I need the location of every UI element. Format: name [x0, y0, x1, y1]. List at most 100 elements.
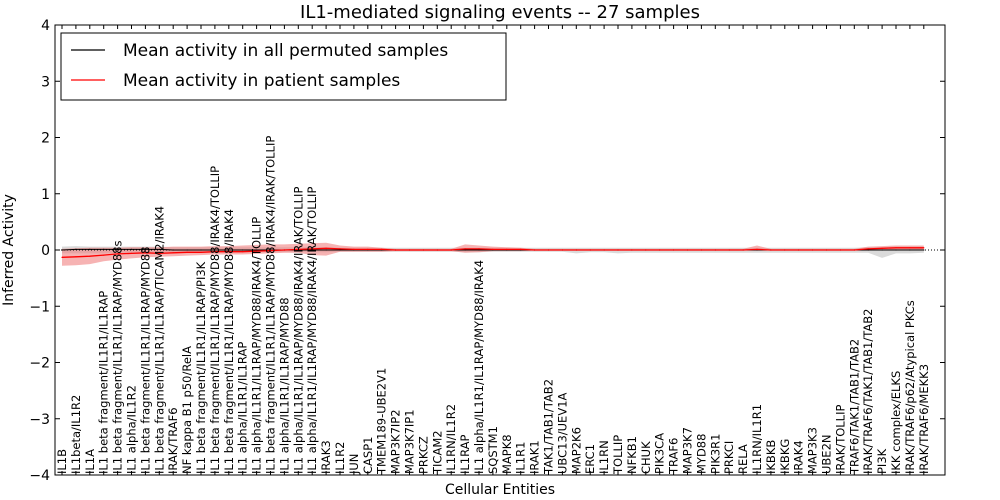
permuted-mean-point — [172, 249, 174, 251]
y-tick-label: 3 — [41, 74, 50, 90]
patient-mean-point — [367, 248, 369, 250]
x-category-label: IL1 alpha/IL1R1/IL1RAP/MYD88 — [277, 297, 291, 474]
permuted-mean-point — [895, 249, 897, 251]
confidence-bands — [55, 242, 945, 266]
patient-mean-point — [561, 249, 564, 251]
x-category-label: IL1 beta fragment/IL1R1/IL1RAP/MYD88 — [138, 247, 152, 474]
patient-mean-point — [923, 247, 925, 249]
permuted-mean-point — [228, 249, 230, 251]
y-tick-label: 4 — [41, 18, 50, 34]
patient-mean-point — [825, 249, 828, 251]
patient-mean-point — [158, 252, 160, 254]
permuted-mean-point — [867, 249, 869, 251]
patient-mean-point — [617, 249, 619, 251]
patient-mean-point — [353, 248, 355, 250]
patient-mean-point — [408, 249, 411, 251]
x-category-label: IL1 beta fragment/IL1R1/IL1RAP/MYD88s — [111, 241, 125, 474]
x-category-label: IL1 beta fragment/IL1R1/IL1RAP/MYD88/IRA… — [208, 166, 222, 474]
patient-mean-point — [228, 251, 230, 253]
patient-mean-point — [325, 247, 327, 249]
permuted-mean-point — [256, 249, 258, 251]
x-category-label: TOLLIP — [611, 435, 625, 475]
x-category-label: PIK3R1 — [708, 434, 722, 475]
patient-mean-point — [839, 249, 842, 251]
x-category-label: IRAK/TRAF6/p62/Atypical PKCs — [903, 300, 917, 474]
patient-mean-point — [61, 256, 63, 258]
patient-mean-point — [645, 249, 647, 251]
x-category-label: TMEM189-UBE2V1 — [375, 368, 389, 475]
x-category-label: JUN — [347, 454, 361, 475]
legend-permuted-label: Mean activity in all permuted samples — [123, 41, 448, 61]
patient-mean-point — [269, 250, 272, 252]
patient-mean-point — [575, 249, 577, 251]
x-category-label: IKBKB — [764, 440, 778, 474]
x-category-label: IL1 alpha/IL1R1/IL1RAP — [236, 342, 250, 474]
patient-mean-point — [75, 256, 77, 258]
patient-mean-point — [464, 248, 466, 250]
x-category-label: MAP3K7IP2 — [389, 409, 403, 474]
x-category-label: SQSTM1 — [486, 426, 500, 474]
permuted-mean-point — [103, 248, 105, 250]
permuted-mean-point — [909, 249, 911, 251]
permuted-mean-point — [158, 248, 160, 250]
x-category-label: IL1 alpha/IL1R2 — [125, 385, 139, 474]
permuted-mean-point — [61, 249, 63, 251]
x-axis-label: Cellular Entities — [445, 482, 555, 498]
legend: Mean activity in all permuted samples Me… — [60, 32, 507, 101]
patient-mean-point — [200, 251, 202, 253]
patient-mean-point — [798, 249, 800, 251]
patient-mean-point — [853, 249, 855, 251]
patient-mean-point — [867, 248, 869, 250]
y-axis: 4 3 2 1 0 −1 −2 −3 −4 — [29, 18, 945, 484]
x-category-label: MAPK8 — [500, 434, 514, 474]
patient-mean-point — [506, 248, 508, 250]
patient-mean-point — [311, 248, 313, 250]
x-category-label: PIK3CA — [653, 433, 667, 474]
patient-mean-point — [673, 249, 675, 251]
patient-mean-point — [534, 249, 536, 251]
permuted-mean-point — [881, 249, 883, 251]
patient-mean-point — [686, 249, 689, 251]
x-category-label: PRKCZ — [416, 436, 430, 474]
x-category-label: IRAK3 — [319, 440, 333, 474]
patient-mean-point — [283, 249, 285, 251]
y-tick-label: −2 — [29, 356, 50, 372]
x-category-label: UBC13/UEV1A — [555, 392, 569, 474]
x-category-label: IL1 alpha/IL1R1/IL1RAP/MYD88/IRAK4 — [472, 260, 486, 474]
x-category-label: NFKB1 — [625, 436, 639, 474]
patient-mean-point — [714, 249, 716, 251]
permuted-mean-point — [923, 249, 925, 251]
y-tick-label: −1 — [29, 299, 50, 315]
patient-mean-point — [130, 252, 133, 254]
patient-mean-point — [117, 253, 119, 255]
x-category-label: IL1RAP — [458, 434, 472, 474]
patient-mean-point — [214, 251, 216, 253]
patient-mean-point — [186, 251, 188, 253]
y-axis-label: Inferred Activity — [1, 194, 17, 306]
patient-mean-point — [589, 249, 591, 251]
x-category-label: TRAF6 — [667, 438, 681, 475]
patient-mean-point — [89, 255, 91, 257]
x-category-label: IL1B — [55, 449, 69, 474]
patient-mean-point — [144, 252, 146, 254]
x-category-label: IL1 alpha/IL1R1/IL1RAP/MYD88/IRAK4/IRAK/… — [305, 187, 319, 474]
x-category-label: IL1 beta fragment/IL1R1/IL1RAP/MYD88/IRA… — [222, 209, 236, 474]
patient-mean-point — [478, 248, 480, 250]
patient-mean-point — [172, 252, 174, 254]
patient-mean-point — [450, 249, 452, 251]
patient-mean-point — [742, 249, 744, 251]
patient-mean-point — [256, 250, 258, 252]
permuted-mean-point — [214, 249, 216, 251]
y-tick-label: 2 — [41, 131, 50, 147]
patient-mean-point — [381, 248, 383, 250]
x-category-label: IKBKG — [778, 439, 792, 474]
x-category-label: TAK1/TAB1/TAB2 — [542, 379, 556, 475]
permuted-mean-point — [117, 248, 119, 250]
x-category-label: IL1 alpha/IL1R1/IL1RAP/MYD88/IRAK4/IRAK/… — [291, 187, 305, 474]
x-axis: IL1B IL1beta/IL1R2 IL1A IL1 beta fragment/I… — [55, 25, 931, 475]
x-category-label: UBE2N — [820, 435, 834, 475]
patient-mean-point — [756, 248, 758, 250]
permuted-mean-point — [478, 249, 480, 251]
x-category-label: IL1RN/IL1R2 — [444, 404, 458, 474]
